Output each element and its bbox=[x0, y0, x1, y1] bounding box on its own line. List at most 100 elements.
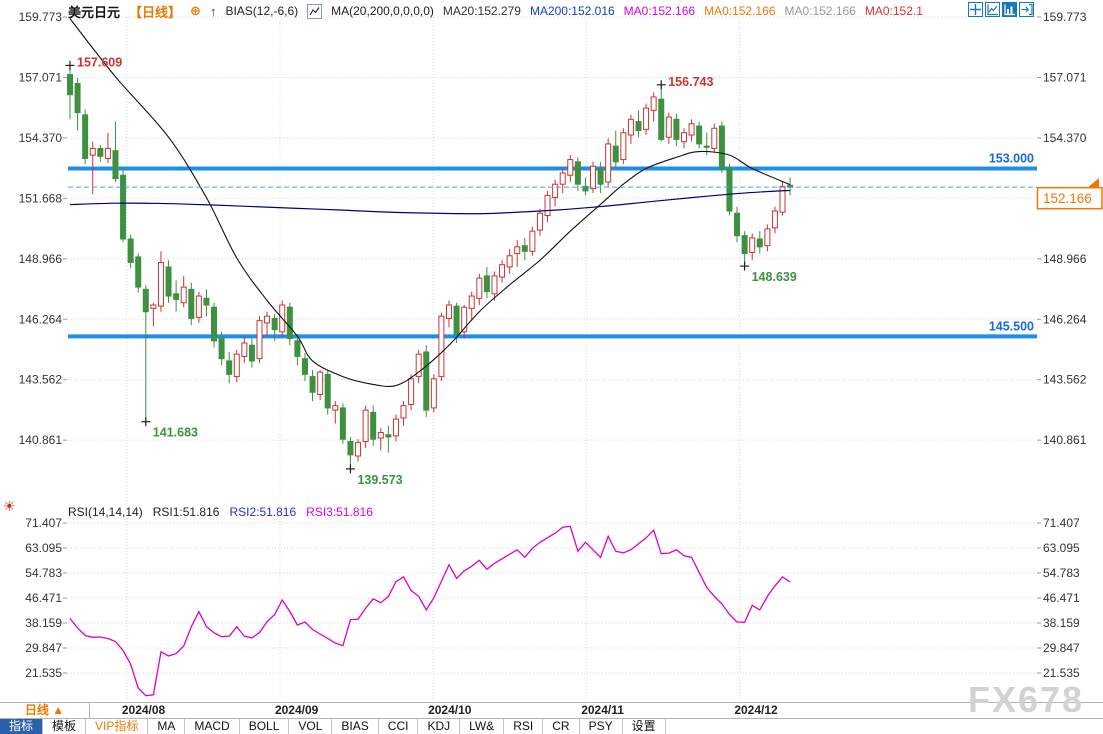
zigzag-chart-icon[interactable] bbox=[307, 3, 323, 19]
rsi-axis-label: 29.847 bbox=[25, 641, 62, 655]
price-axis-label: 151.668 bbox=[19, 191, 63, 205]
price-axis-label: 154.370 bbox=[1043, 131, 1087, 145]
tab-vip-indicators[interactable]: VIP指标 bbox=[86, 719, 149, 734]
candle-body bbox=[362, 409, 369, 442]
candle-body bbox=[211, 306, 218, 342]
candle-body bbox=[590, 165, 597, 190]
tab-ma[interactable]: MA bbox=[148, 719, 186, 734]
period-selector[interactable]: 日线 ▲ bbox=[0, 703, 90, 718]
bar-chart-axes-icon[interactable] bbox=[1002, 2, 1017, 17]
candle-body bbox=[165, 266, 172, 297]
candle-body bbox=[734, 212, 741, 237]
candle-body bbox=[506, 255, 513, 268]
candle-body bbox=[203, 297, 210, 306]
candle-body bbox=[188, 288, 195, 319]
tab-boll[interactable]: BOLL bbox=[240, 719, 290, 734]
rsi3-value: RSI3:51.816 bbox=[306, 505, 373, 519]
candle-body bbox=[120, 174, 127, 240]
tab-kdj[interactable]: KDJ bbox=[418, 719, 461, 734]
price-axis-label: 154.370 bbox=[19, 131, 63, 145]
tab-rsi[interactable]: RSI bbox=[504, 719, 544, 734]
swing-price-label: 141.683 bbox=[153, 426, 198, 440]
candle-body bbox=[332, 405, 339, 411]
candle-body bbox=[756, 238, 763, 248]
candle-body bbox=[347, 440, 354, 456]
price-axis-label: 159.773 bbox=[19, 10, 63, 24]
candle-body bbox=[226, 360, 233, 375]
candle-body bbox=[529, 230, 536, 252]
rsi-axis-label: 21.535 bbox=[25, 666, 62, 680]
candle-body bbox=[726, 168, 733, 212]
rsi-axis-label: 54.783 bbox=[25, 566, 62, 580]
candle-body bbox=[355, 442, 362, 457]
candle-body bbox=[499, 264, 506, 278]
ma20-value: MA20:152.279 bbox=[442, 4, 521, 18]
candle-body bbox=[658, 98, 665, 140]
window-toolbar bbox=[968, 2, 1034, 17]
price-axis-label: 148.966 bbox=[19, 252, 63, 266]
tab-templates[interactable]: 模板 bbox=[43, 719, 87, 734]
candle-body bbox=[521, 245, 528, 252]
rsi-header: RSI(14,14,14) RSI1:51.816 RSI2:51.816 RS… bbox=[68, 503, 373, 521]
tab-vol[interactable]: VOL bbox=[289, 719, 333, 734]
candle-body bbox=[256, 320, 263, 360]
tab-cci[interactable]: CCI bbox=[379, 719, 419, 734]
indicator-toolbar: 指标 模板 VIP指标 MA MACD BOLL VOL BIAS CCI KD… bbox=[0, 719, 1103, 734]
tab-cr[interactable]: CR bbox=[543, 719, 580, 734]
candle-body bbox=[438, 315, 445, 378]
sun-icon[interactable]: ☀ bbox=[3, 498, 16, 514]
candle-body bbox=[430, 378, 437, 409]
candle-body bbox=[650, 96, 657, 111]
candle-body bbox=[400, 405, 407, 419]
candle-body bbox=[627, 118, 634, 136]
rsi2-value: RSI2:51.816 bbox=[229, 505, 297, 519]
candle-body bbox=[446, 304, 452, 319]
bias-indicator-label[interactable]: BIAS(12,-6,6) bbox=[225, 4, 299, 18]
rsi-axis-label: 21.535 bbox=[1043, 666, 1080, 680]
ma-indicator-label[interactable]: MA(20,200,0,0,0,0) bbox=[331, 4, 434, 18]
move-crosshair-icon[interactable] bbox=[968, 2, 983, 17]
candle-body bbox=[248, 344, 255, 362]
tab-lw[interactable]: LW& bbox=[460, 719, 505, 734]
candle-body bbox=[605, 143, 612, 183]
rsi-axis-label: 46.471 bbox=[25, 591, 62, 605]
candle-body bbox=[483, 275, 490, 293]
candle-body bbox=[157, 261, 164, 307]
rsi-axis-label: 38.159 bbox=[1043, 616, 1080, 630]
date-label: 2024/08 bbox=[121, 703, 166, 717]
rsi-indicator-label[interactable]: RSI(14,14,14) bbox=[68, 505, 143, 519]
price-arrow-icon bbox=[1088, 178, 1099, 188]
candle-body bbox=[552, 183, 559, 199]
candle-body bbox=[142, 288, 149, 313]
rsi-axis-label: 46.471 bbox=[1043, 591, 1080, 605]
line-chart-axes-icon[interactable] bbox=[985, 2, 1000, 17]
candle-body bbox=[468, 295, 475, 309]
tab-macd[interactable]: MACD bbox=[185, 719, 240, 734]
candle-body bbox=[317, 371, 324, 395]
price-chart-canvas[interactable]: 159.773 159.773 157.071 157.071 154.370 154.3… bbox=[0, 0, 1103, 702]
exit-pane-icon[interactable] bbox=[1019, 2, 1034, 17]
circle-plus-icon[interactable]: ⊕ bbox=[190, 3, 201, 18]
tab-psy[interactable]: PSY bbox=[580, 719, 623, 734]
candle-body bbox=[423, 351, 430, 411]
tab-indicators[interactable]: 指标 bbox=[0, 719, 44, 734]
date-label: 2024/11 bbox=[581, 703, 624, 717]
price-axis-label: 157.071 bbox=[1043, 70, 1087, 84]
period-tag: 【日线】 bbox=[129, 4, 182, 20]
symbol-title: 美元日元 bbox=[68, 4, 121, 20]
rsi3-curve bbox=[69, 525, 791, 697]
candle-body bbox=[764, 228, 771, 247]
candle-body bbox=[127, 238, 134, 263]
price-axis-label: 148.966 bbox=[1043, 252, 1087, 266]
candles-layer bbox=[67, 65, 794, 469]
up-arrow-icon[interactable]: ↑ bbox=[209, 3, 217, 19]
candle-body bbox=[241, 342, 248, 357]
tab-settings[interactable]: 设置 bbox=[623, 719, 666, 734]
candle-body bbox=[514, 246, 521, 255]
tab-bias[interactable]: BIAS bbox=[332, 719, 379, 734]
period-arrow-icon: ▲ bbox=[52, 703, 65, 717]
candle-body bbox=[536, 212, 543, 231]
rsi-line bbox=[69, 525, 791, 697]
candle-body bbox=[180, 286, 187, 304]
candle-body bbox=[74, 83, 81, 114]
